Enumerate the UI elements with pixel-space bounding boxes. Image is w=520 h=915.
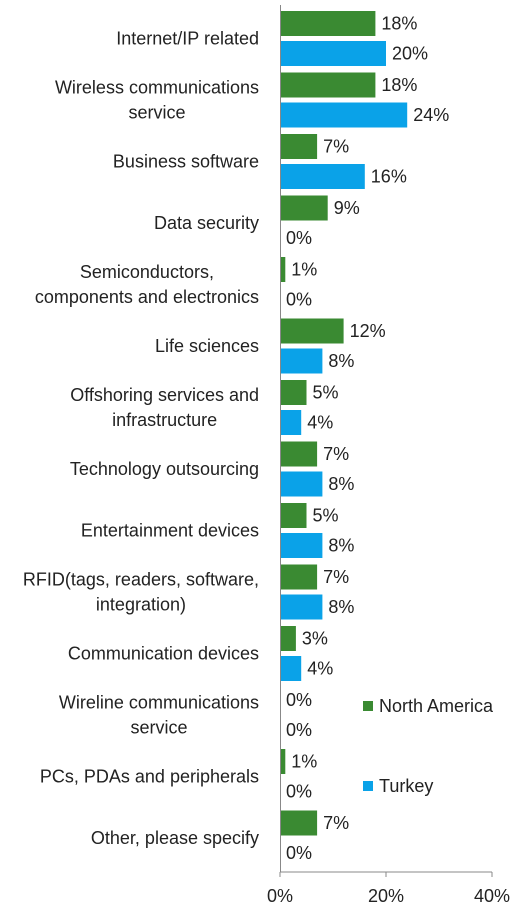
x-tick-label: 40% bbox=[474, 886, 510, 906]
x-tick-label: 0% bbox=[267, 886, 293, 906]
value-label: 8% bbox=[328, 351, 354, 371]
bars-group bbox=[280, 11, 408, 836]
value-label: 5% bbox=[313, 383, 339, 403]
value-label: 20% bbox=[392, 44, 428, 64]
bar-turkey bbox=[280, 41, 386, 66]
x-tick-label: 20% bbox=[368, 886, 404, 906]
category-label: Technology outsourcing bbox=[70, 459, 259, 479]
category-label: Wireline communications service bbox=[59, 693, 259, 738]
category-label: RFID(tags, readers, software, integration… bbox=[23, 570, 259, 615]
category-label: Internet/IP related bbox=[116, 29, 259, 49]
value-label: 8% bbox=[328, 474, 354, 494]
x-ticks-group: 0% 20% 40% bbox=[267, 872, 510, 906]
bar-north-america bbox=[280, 257, 286, 282]
value-label: 7% bbox=[323, 137, 349, 157]
value-label: 4% bbox=[307, 413, 333, 433]
category-label: Wireless communications service bbox=[55, 78, 259, 123]
bar-turkey bbox=[280, 594, 323, 620]
bar-north-america bbox=[280, 380, 307, 405]
bar-north-america bbox=[280, 195, 328, 221]
bar-turkey bbox=[280, 348, 323, 374]
category-label: Entertainment devices bbox=[81, 521, 259, 541]
value-label: 5% bbox=[313, 506, 339, 526]
category-label: Other, please specify bbox=[91, 828, 259, 848]
bar-north-america bbox=[280, 564, 318, 590]
bar-north-america bbox=[280, 749, 286, 774]
legend-label-north-america: North America bbox=[379, 696, 494, 716]
bar-north-america bbox=[280, 441, 318, 467]
value-label: 8% bbox=[328, 597, 354, 617]
bar-turkey bbox=[280, 656, 302, 681]
value-label: 1% bbox=[291, 260, 317, 280]
value-label: 7% bbox=[323, 813, 349, 833]
value-label: 9% bbox=[334, 198, 360, 218]
value-label: 0% bbox=[286, 690, 312, 710]
value-label: 24% bbox=[413, 105, 449, 125]
bar-turkey bbox=[280, 164, 365, 189]
value-labels-group: 18% 20% 18% 24% 7% 16% 9% 0% 1% 0% 12% 8% 5% 4% 7% 8% 5%… bbox=[286, 14, 449, 864]
value-label: 7% bbox=[323, 444, 349, 464]
legend: North America Turkey bbox=[363, 696, 494, 796]
value-label: 12% bbox=[350, 321, 386, 341]
bar-turkey bbox=[280, 533, 323, 558]
bar-turkey bbox=[280, 102, 408, 128]
bar-north-america bbox=[280, 72, 376, 98]
bar-north-america bbox=[280, 318, 344, 344]
category-label: Semiconductors, components and electronic… bbox=[35, 262, 259, 307]
category-labels-group: Internet/IP related Wireless communicatio… bbox=[23, 29, 259, 849]
value-label: 0% bbox=[286, 782, 312, 802]
value-label: 0% bbox=[286, 228, 312, 248]
value-label: 18% bbox=[381, 75, 417, 95]
category-label: Life sciences bbox=[155, 336, 259, 356]
value-label: 0% bbox=[286, 720, 312, 740]
bar-north-america bbox=[280, 134, 318, 159]
bar-turkey bbox=[280, 471, 323, 497]
value-label: 18% bbox=[381, 14, 417, 34]
bar-north-america bbox=[280, 11, 376, 36]
value-label: 16% bbox=[371, 167, 407, 187]
value-label: 0% bbox=[286, 290, 312, 310]
category-label: PCs, PDAs and peripherals bbox=[40, 767, 259, 787]
bar-north-america bbox=[280, 626, 296, 651]
bar-turkey bbox=[280, 410, 302, 435]
value-label: 4% bbox=[307, 659, 333, 679]
category-label: Data security bbox=[154, 213, 259, 233]
value-label: 7% bbox=[323, 567, 349, 587]
value-label: 1% bbox=[291, 752, 317, 772]
value-label: 3% bbox=[302, 629, 328, 649]
legend-swatch-north-america bbox=[363, 701, 373, 711]
legend-swatch-turkey bbox=[363, 781, 373, 791]
legend-label-turkey: Turkey bbox=[379, 776, 433, 796]
value-label: 0% bbox=[286, 843, 312, 863]
value-label: 8% bbox=[328, 536, 354, 556]
category-label: Offshoring services and infrastructure bbox=[70, 385, 259, 430]
category-label: Communication devices bbox=[68, 644, 259, 664]
bar-north-america bbox=[280, 503, 307, 528]
bar-north-america bbox=[280, 810, 318, 836]
category-label: Business software bbox=[113, 152, 259, 172]
